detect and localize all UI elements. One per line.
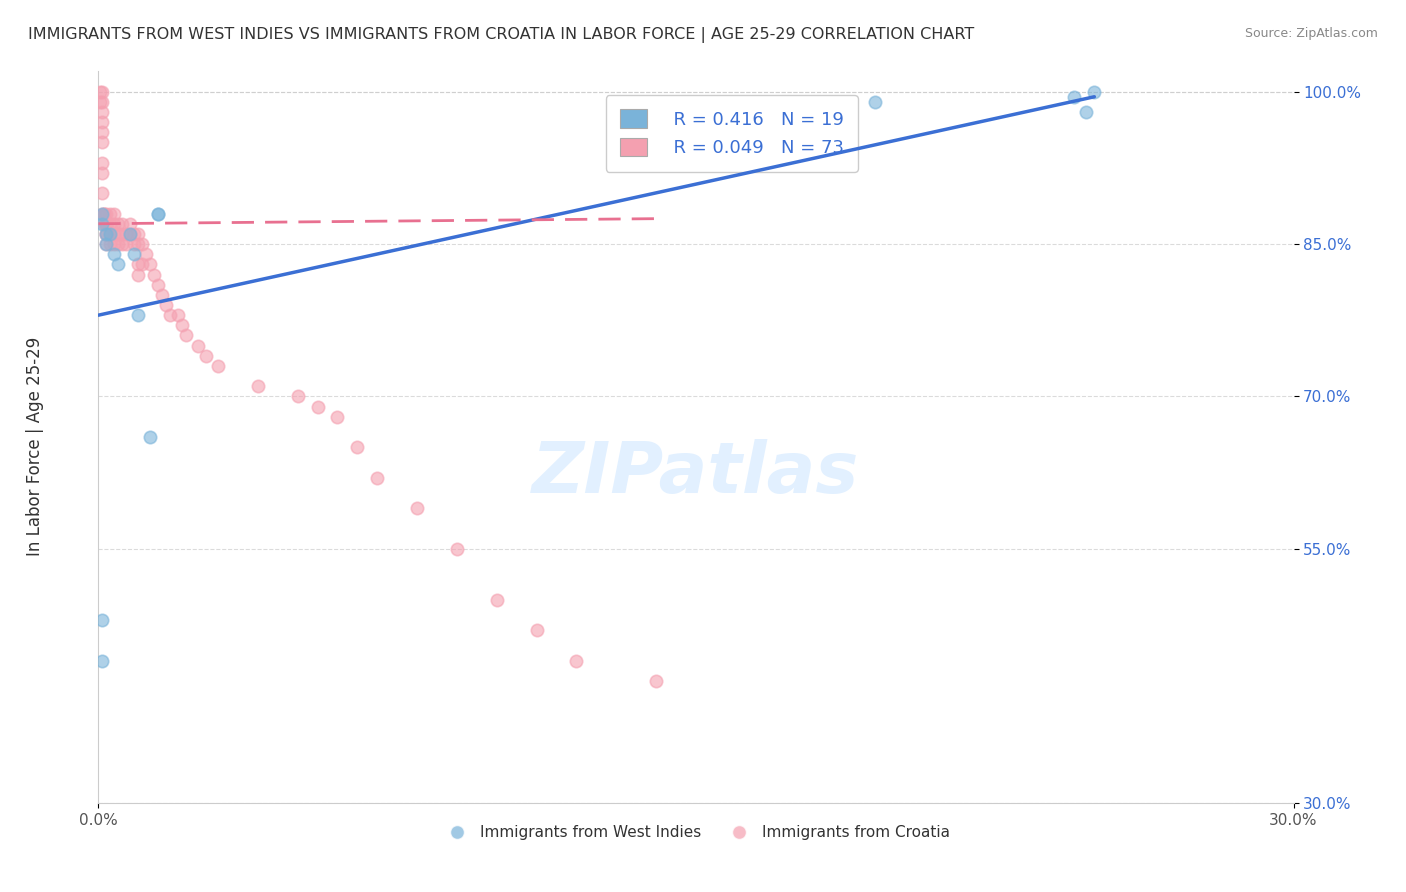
Point <box>91 186 114 201</box>
Point <box>89 95 111 109</box>
Point <box>124 247 146 261</box>
Point <box>159 308 181 322</box>
Point <box>172 318 194 333</box>
Point <box>96 206 118 220</box>
Point <box>124 237 146 252</box>
Point <box>91 217 114 231</box>
Point <box>91 85 114 99</box>
Point <box>103 217 125 231</box>
Text: Source: ZipAtlas.com: Source: ZipAtlas.com <box>1244 27 1378 40</box>
Point <box>93 217 115 231</box>
Point <box>103 237 125 252</box>
Point <box>89 85 111 99</box>
Point <box>148 277 170 292</box>
Text: IMMIGRANTS FROM WEST INDIES VS IMMIGRANTS FROM CROATIA IN LABOR FORCE | AGE 25-2: IMMIGRANTS FROM WEST INDIES VS IMMIGRANT… <box>28 27 974 43</box>
Point <box>91 95 114 109</box>
Point <box>143 268 166 282</box>
Point <box>96 227 118 241</box>
Point <box>96 227 118 241</box>
Point <box>406 501 429 516</box>
Point <box>127 257 149 271</box>
Point <box>135 247 157 261</box>
Point <box>103 227 125 241</box>
Point <box>526 623 548 637</box>
Point <box>131 257 153 271</box>
Point <box>111 227 134 241</box>
Point <box>93 206 115 220</box>
Point <box>107 237 129 252</box>
Point <box>120 227 142 241</box>
Point <box>107 257 129 271</box>
Point <box>91 166 114 180</box>
Point <box>131 237 153 252</box>
Point <box>98 217 122 231</box>
Point <box>107 217 129 231</box>
Point <box>91 654 114 668</box>
Point <box>167 308 190 322</box>
Point <box>96 217 118 231</box>
Point <box>103 206 125 220</box>
Point <box>91 206 114 220</box>
Point <box>91 206 114 220</box>
Point <box>139 430 162 444</box>
Point <box>98 237 122 252</box>
Point <box>103 247 125 261</box>
Point <box>446 541 468 556</box>
Legend: Immigrants from West Indies, Immigrants from Croatia: Immigrants from West Indies, Immigrants … <box>436 819 956 847</box>
Point <box>120 217 142 231</box>
Point <box>307 400 329 414</box>
Point <box>98 227 122 241</box>
Point <box>207 359 229 373</box>
Point <box>148 206 170 220</box>
Point <box>124 227 146 241</box>
Point <box>155 298 177 312</box>
Point <box>565 654 588 668</box>
Point <box>96 227 118 241</box>
Point <box>107 227 129 241</box>
Point <box>96 237 118 252</box>
Point <box>91 136 114 150</box>
Point <box>91 105 114 120</box>
Point <box>127 227 149 241</box>
Point <box>326 409 349 424</box>
Text: In Labor Force | Age 25-29: In Labor Force | Age 25-29 <box>27 336 44 556</box>
Point <box>148 206 170 220</box>
Point <box>174 328 197 343</box>
Point <box>98 206 122 220</box>
Point <box>91 613 114 627</box>
Point <box>96 217 118 231</box>
Point <box>91 125 114 139</box>
Point <box>1083 85 1105 99</box>
Point <box>246 379 269 393</box>
Point <box>120 227 142 241</box>
Point <box>287 389 309 403</box>
Point <box>366 471 388 485</box>
Point <box>91 115 114 129</box>
Point <box>485 592 508 607</box>
Point <box>127 308 149 322</box>
Point <box>91 155 114 169</box>
Point <box>187 338 209 352</box>
Point <box>96 217 118 231</box>
Point <box>115 227 138 241</box>
Point <box>115 237 138 252</box>
Text: ZIPatlas: ZIPatlas <box>533 439 859 508</box>
Point <box>346 440 368 454</box>
Point <box>111 237 134 252</box>
Point <box>150 288 173 302</box>
Point <box>865 95 887 109</box>
Point <box>127 237 149 252</box>
Point <box>139 257 162 271</box>
Point <box>127 268 149 282</box>
Point <box>645 673 668 688</box>
Point <box>1076 105 1098 120</box>
Point <box>98 227 122 241</box>
Point <box>111 217 134 231</box>
Point <box>1063 89 1085 103</box>
Point <box>195 349 218 363</box>
Point <box>93 206 115 220</box>
Point <box>96 237 118 252</box>
